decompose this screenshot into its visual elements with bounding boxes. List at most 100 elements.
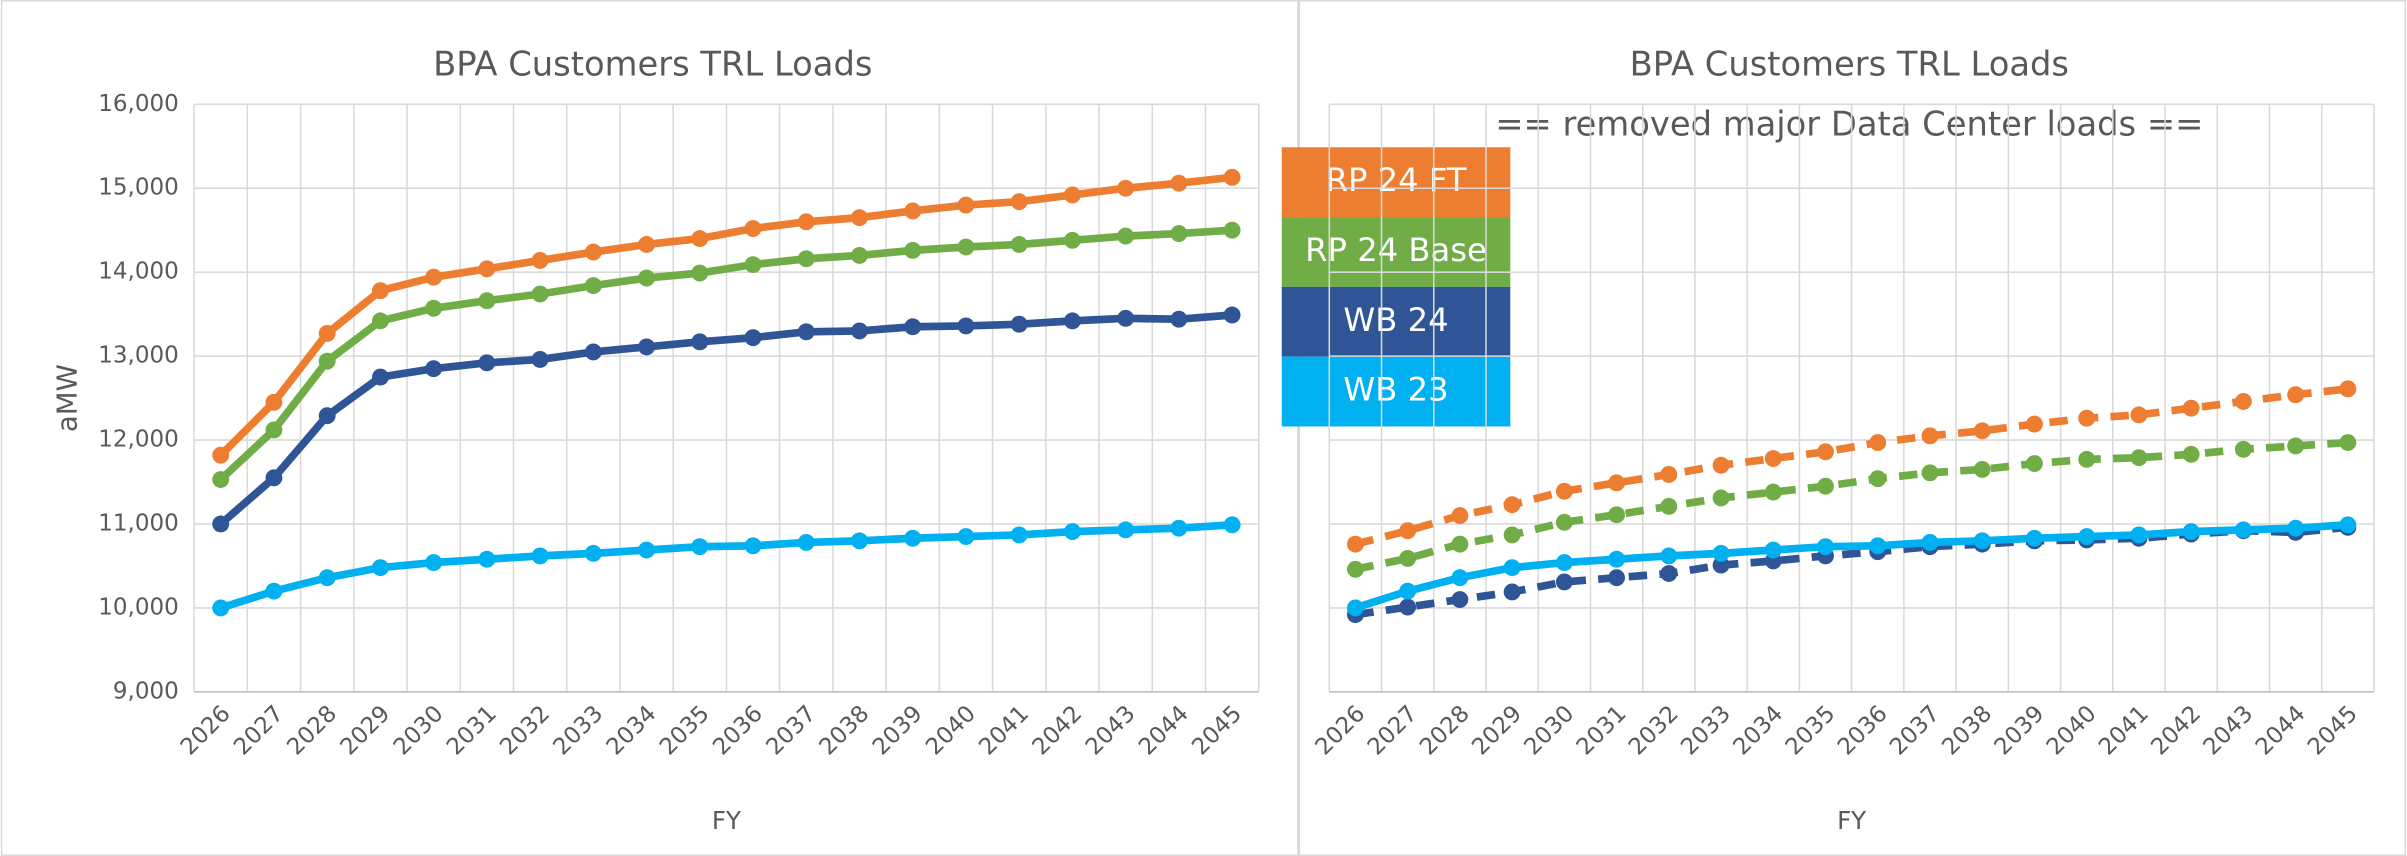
data-point <box>957 528 975 546</box>
y-tick-label: 13,000 <box>98 343 178 369</box>
data-point <box>1869 537 1887 555</box>
data-point <box>584 343 602 361</box>
data-point <box>478 260 496 278</box>
data-point <box>638 269 656 287</box>
data-point <box>691 230 709 248</box>
data-point <box>957 238 975 256</box>
data-point <box>1503 583 1521 601</box>
data-point <box>1451 569 1469 587</box>
data-point <box>1399 522 1417 540</box>
data-point <box>638 338 656 356</box>
data-point <box>371 368 389 386</box>
data-point <box>2339 434 2357 452</box>
data-point <box>904 202 922 220</box>
data-point <box>1660 497 1678 515</box>
data-point <box>1346 535 1364 553</box>
y-tick-label: 11,000 <box>98 510 178 536</box>
y-tick-label: 9,000 <box>113 678 179 704</box>
data-point <box>1817 443 1834 461</box>
data-point <box>691 333 709 351</box>
data-point <box>1555 573 1573 591</box>
data-point <box>744 537 762 555</box>
series-line <box>219 520 1233 612</box>
data-point <box>584 243 602 261</box>
chart-title: BPA Customers TRL Loads <box>433 44 872 83</box>
data-point <box>531 251 549 269</box>
data-point <box>1555 513 1573 531</box>
data-point <box>691 264 709 282</box>
data-point <box>1764 541 1782 559</box>
data-point <box>478 292 496 310</box>
y-tick-label: 15,000 <box>98 175 178 201</box>
data-point <box>744 329 762 347</box>
data-point <box>265 421 283 439</box>
y-tick-label: 16,000 <box>98 91 178 117</box>
data-point <box>212 515 230 533</box>
legend-label: RP 24 FT <box>1326 161 1467 199</box>
data-point <box>212 446 230 464</box>
data-point <box>1660 466 1678 483</box>
data-point <box>1712 489 1730 507</box>
series-line <box>1354 438 2349 574</box>
data-point <box>1346 599 1364 617</box>
legend-swatch <box>1281 286 1511 357</box>
data-point <box>531 547 549 565</box>
data-point <box>2026 455 2043 472</box>
y-tick-label: 12,000 <box>98 427 178 453</box>
data-point <box>2339 516 2357 534</box>
data-point <box>851 246 868 264</box>
data-point <box>1117 179 1135 197</box>
data-point <box>1063 186 1081 204</box>
x-axis-label: FY <box>712 806 742 835</box>
data-point <box>2339 380 2357 398</box>
data-point <box>2078 450 2096 468</box>
data-point <box>1170 225 1188 243</box>
data-point <box>638 541 656 559</box>
data-point <box>1223 221 1241 239</box>
data-point <box>957 317 975 335</box>
data-point <box>2026 529 2043 547</box>
data-point <box>318 569 336 587</box>
data-point <box>904 241 922 259</box>
data-point <box>318 352 336 370</box>
data-point <box>1010 236 1028 253</box>
data-point <box>1170 310 1188 328</box>
data-point <box>1117 309 1135 327</box>
data-point <box>851 209 868 227</box>
data-point <box>318 407 336 425</box>
data-point <box>2182 445 2200 463</box>
data-point <box>1973 422 1991 440</box>
data-point <box>797 534 815 551</box>
data-point <box>2287 386 2305 404</box>
data-point <box>797 213 815 231</box>
data-point <box>1921 534 1939 551</box>
data-point <box>638 236 656 253</box>
data-point <box>1503 526 1521 544</box>
series-line <box>1354 520 2349 612</box>
data-point <box>1117 227 1135 245</box>
data-point <box>478 354 496 372</box>
data-point <box>744 256 762 274</box>
data-point <box>2078 409 2096 427</box>
data-point <box>1869 470 1887 488</box>
data-point <box>1660 547 1678 565</box>
data-point <box>2234 393 2252 410</box>
data-point <box>1764 483 1782 501</box>
legend-label: WB 24 <box>1343 301 1448 339</box>
data-point <box>1555 554 1573 572</box>
data-point <box>1973 532 1991 550</box>
data-point <box>478 550 496 568</box>
data-point <box>2026 415 2043 433</box>
series-line <box>218 311 1233 527</box>
y-tick-label: 14,000 <box>98 259 178 285</box>
data-point <box>265 393 283 411</box>
data-point <box>1010 315 1028 333</box>
series-line <box>1354 385 2349 548</box>
data-point <box>1817 477 1834 495</box>
data-point <box>2234 440 2252 458</box>
data-point <box>2182 523 2200 540</box>
x-axis-label: FY <box>1837 806 1867 835</box>
data-point <box>1608 550 1626 568</box>
